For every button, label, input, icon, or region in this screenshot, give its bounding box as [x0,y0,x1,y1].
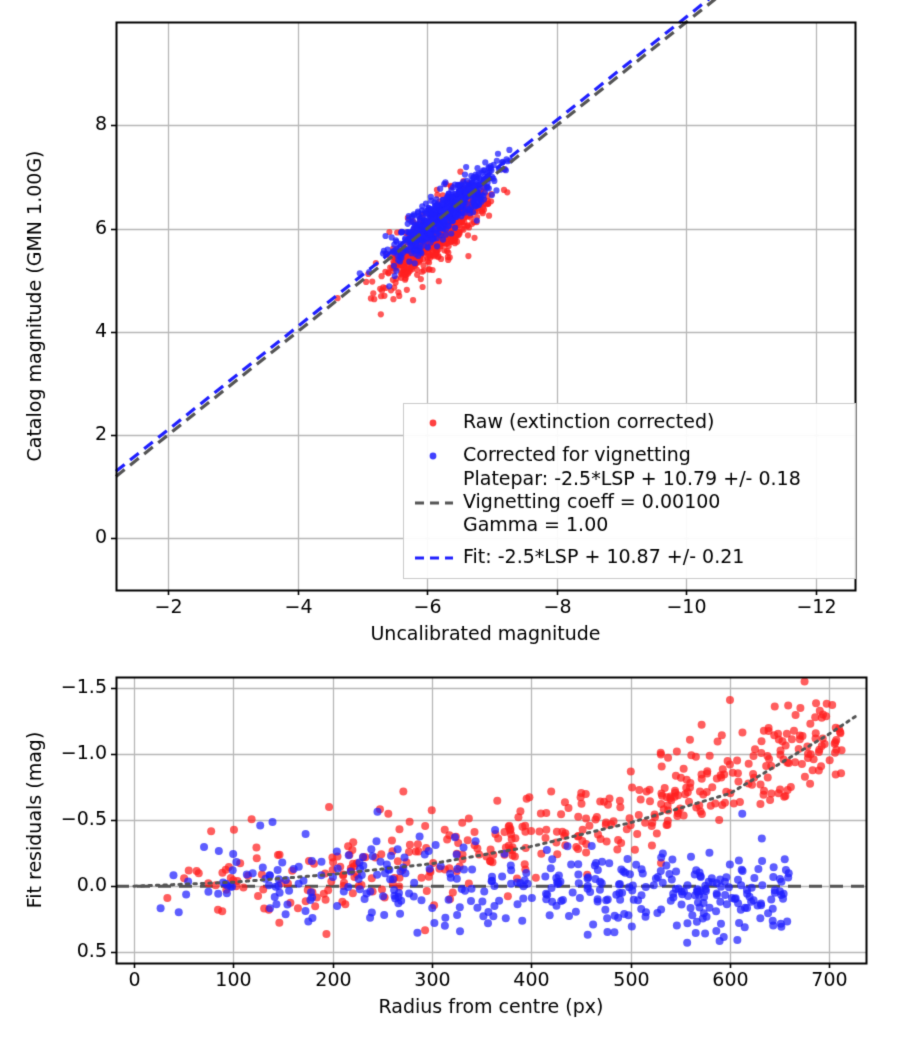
magnitude-calibration-figure: Uncalibrated magnitude Catalog magnitude… [0,0,900,1050]
plot-canvas [0,0,900,1050]
